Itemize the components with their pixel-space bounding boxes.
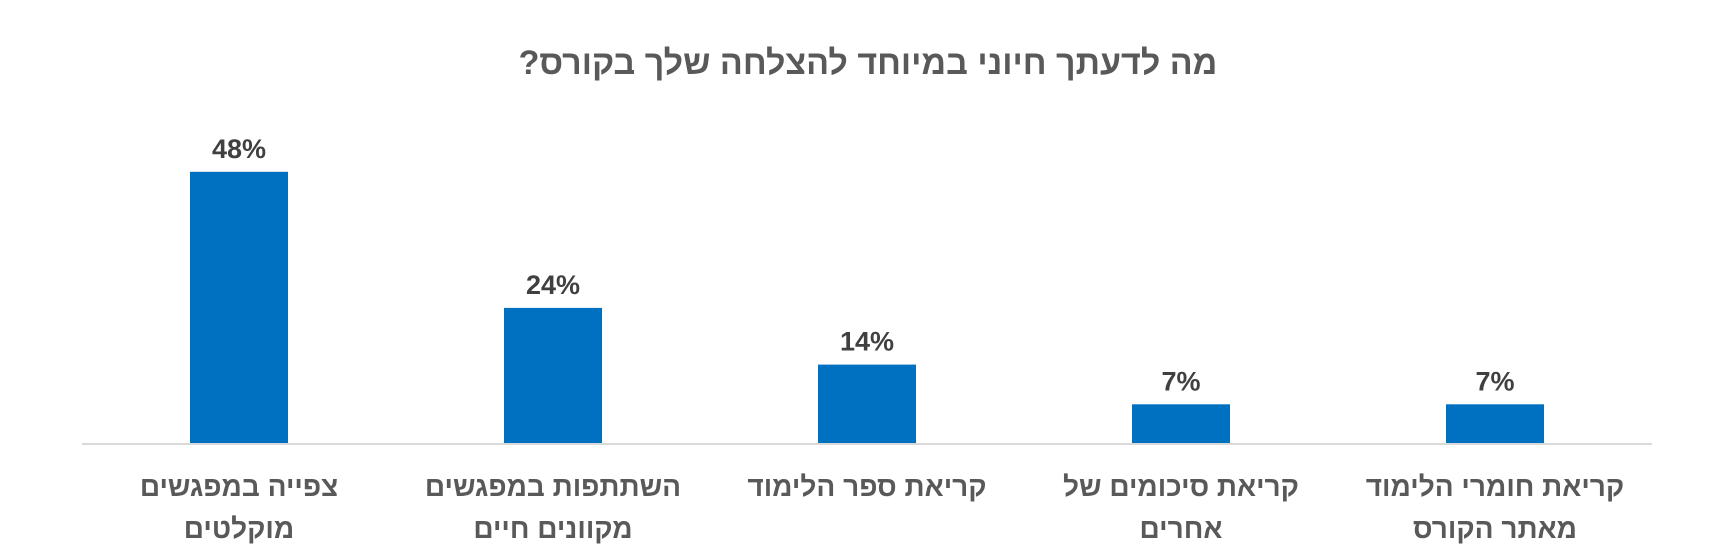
data-label-1: 7%: [1161, 366, 1200, 396]
data-label-3: 24%: [526, 270, 580, 300]
category-label-1-line-1: אחרים: [1140, 513, 1223, 544]
bar-1: [1132, 404, 1230, 444]
category-label-3: השתתפות במפגשים מקוונים חיים: [425, 471, 681, 544]
chart-title: מה לדעתך חיוני במיוחד להצלחה שלך בקורס?: [519, 44, 1218, 82]
bar-3: [504, 307, 602, 444]
bars-group: [190, 171, 1544, 445]
category-label-3-line-0: השתתפות במפגשים: [425, 471, 681, 502]
data-label-4: 48%: [212, 134, 266, 164]
category-labels-group: קריאת חומרי הלימוד מאתר הקורס קריאת סיכומי…: [140, 471, 1624, 544]
category-label-1-line-0: קריאת סיכומים של: [1063, 471, 1299, 502]
category-label-1: קריאת סיכומים של אחרים: [1063, 471, 1299, 544]
category-label-2-line-0: קריאת ספר הלימוד: [747, 471, 986, 502]
category-label-0-line-1: מאתר הקורס: [1413, 513, 1577, 544]
bar-2: [818, 364, 916, 444]
bar-0: [1446, 404, 1544, 444]
category-label-4: צפייה במפגשים מוקלטים: [140, 471, 338, 544]
data-label-0: 7%: [1475, 366, 1514, 396]
data-label-2: 14%: [840, 327, 894, 357]
category-label-2: קריאת ספר הלימוד: [747, 471, 986, 502]
category-label-0: קריאת חומרי הלימוד מאתר הקורס: [1366, 471, 1625, 544]
data-labels-group: 7% 7% 14% 24% 48%: [212, 134, 1515, 396]
category-label-4-line-0: צפייה במפגשים: [140, 471, 338, 502]
category-label-4-line-1: מוקלטים: [184, 513, 294, 544]
category-label-3-line-1: מקוונים חיים: [473, 513, 632, 544]
category-label-0-line-0: קריאת חומרי הלימוד: [1366, 471, 1625, 502]
bar-4: [190, 171, 288, 445]
